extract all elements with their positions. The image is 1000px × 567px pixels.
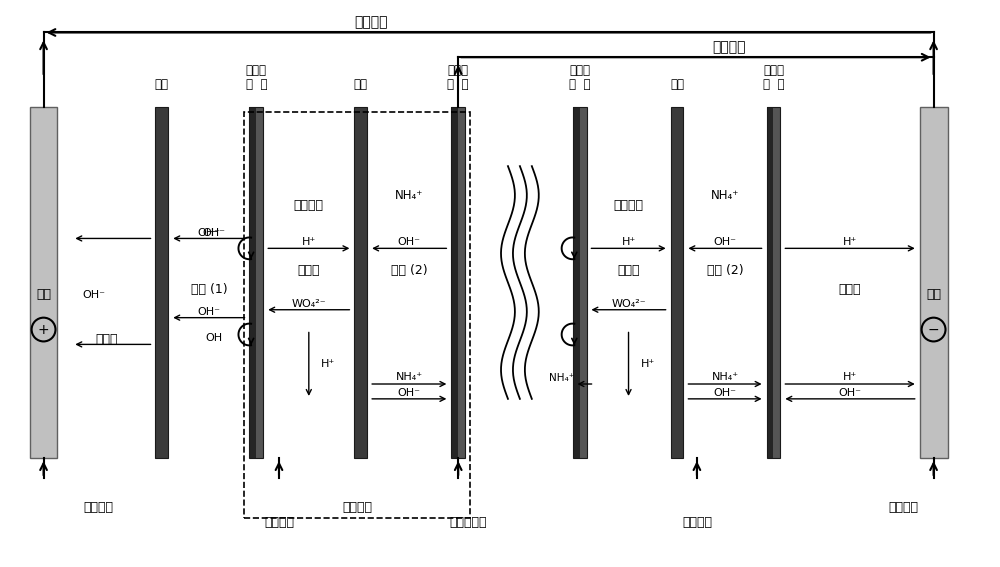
Text: NH₄⁺: NH₄⁺: [396, 372, 423, 382]
Text: NH₄⁺: NH₄⁺: [711, 372, 739, 382]
Text: OH⁻: OH⁻: [398, 388, 421, 398]
Text: 多馒酸根: 多馒酸根: [294, 199, 324, 212]
Bar: [451, 107, 458, 458]
Bar: [256, 107, 263, 458]
Text: 阳极: 阳极: [36, 289, 51, 302]
Bar: [920, 107, 948, 458]
Bar: [155, 107, 168, 458]
Text: H⁺: H⁺: [621, 238, 636, 247]
Text: 阴  阳: 阴 阳: [569, 78, 590, 91]
Text: 阴膜: 阴膜: [155, 78, 169, 91]
Text: 煅室溶液: 煅室溶液: [712, 40, 745, 54]
Text: WO₄²⁻: WO₄²⁻: [611, 299, 646, 309]
Bar: [451, 107, 465, 458]
Text: 酸化室: 酸化室: [298, 264, 320, 277]
Text: 极室溶液: 极室溶液: [889, 501, 919, 514]
Bar: [573, 107, 580, 458]
Text: 阴  阳: 阴 阳: [763, 78, 784, 91]
Text: OH⁻: OH⁻: [398, 238, 421, 247]
Bar: [773, 107, 780, 458]
Text: NH₄⁺: NH₄⁺: [549, 373, 575, 383]
Text: 煅室 (2): 煅室 (2): [707, 264, 743, 277]
Bar: [244, 112, 470, 518]
Text: −: −: [928, 323, 939, 337]
Text: 阴极室: 阴极室: [839, 284, 861, 297]
Text: 馒酸钓溶液: 馒酸钓溶液: [449, 516, 487, 529]
Text: 煅室溶液: 煅室溶液: [682, 516, 712, 529]
Text: 阴  阳: 阴 阳: [447, 78, 469, 91]
Text: H⁺: H⁺: [640, 359, 655, 369]
Text: H⁺: H⁺: [843, 238, 857, 247]
Bar: [767, 107, 773, 458]
Bar: [249, 107, 263, 458]
Text: 双极膜: 双极膜: [569, 64, 590, 77]
Text: +: +: [38, 323, 49, 337]
Text: 多馒酸根: 多馒酸根: [614, 199, 644, 212]
Bar: [30, 107, 57, 458]
Bar: [580, 107, 587, 458]
Bar: [767, 107, 780, 458]
Text: H⁺: H⁺: [302, 238, 316, 247]
Bar: [354, 107, 367, 458]
Text: WO₄²⁻: WO₄²⁻: [292, 299, 326, 309]
Text: H⁺: H⁺: [321, 359, 335, 369]
Text: 阳膜: 阳膜: [354, 78, 368, 91]
Text: 阳膜: 阳膜: [670, 78, 684, 91]
Text: 煅室 (1): 煅室 (1): [191, 284, 227, 297]
Text: 阴  阳: 阴 阳: [246, 78, 267, 91]
Text: 双极膜: 双极膜: [448, 64, 469, 77]
Text: H⁺: H⁺: [843, 372, 857, 382]
Bar: [458, 107, 465, 458]
Text: OH⁻: OH⁻: [198, 227, 221, 238]
Text: OH⁻: OH⁻: [202, 227, 225, 238]
Bar: [573, 107, 587, 458]
Text: 阳极室: 阳极室: [95, 333, 118, 346]
Bar: [249, 107, 256, 458]
Text: OH⁻: OH⁻: [713, 388, 736, 398]
Text: 重复单元: 重复单元: [342, 501, 372, 514]
Text: OH⁻: OH⁻: [713, 238, 736, 247]
Text: OH⁻: OH⁻: [839, 388, 862, 398]
Text: NH₄⁺: NH₄⁺: [711, 189, 739, 202]
Text: 极室溶液: 极室溶液: [354, 15, 387, 29]
Text: OH: OH: [205, 333, 222, 344]
Text: OH⁻: OH⁻: [82, 290, 105, 300]
Text: NH₄⁺: NH₄⁺: [395, 189, 423, 202]
Text: 阴极: 阴极: [926, 289, 941, 302]
Text: 酸化室: 酸化室: [617, 264, 640, 277]
Text: 煅室 (2): 煅室 (2): [391, 264, 428, 277]
Text: 煅室溶液: 煅室溶液: [264, 516, 294, 529]
Text: OH⁻: OH⁻: [198, 307, 221, 317]
Text: 双极膜: 双极膜: [763, 64, 784, 77]
Bar: [671, 107, 683, 458]
Text: 极室溶液: 极室溶液: [83, 501, 113, 514]
Text: 双极膜: 双极膜: [246, 64, 267, 77]
